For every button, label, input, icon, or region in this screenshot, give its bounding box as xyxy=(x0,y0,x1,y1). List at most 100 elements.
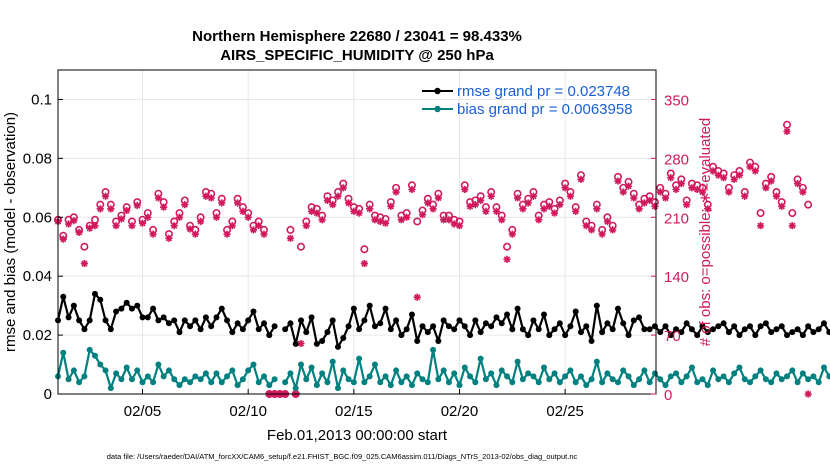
obs-evaluated-point xyxy=(471,201,479,209)
bias-point xyxy=(530,373,537,380)
obs-evaluated-point xyxy=(366,205,374,213)
obs-evaluated-point xyxy=(741,192,749,200)
bias-point xyxy=(408,382,415,389)
rmse-point xyxy=(620,320,627,327)
bias-point xyxy=(625,373,632,380)
obs-evaluated-point xyxy=(767,177,775,185)
legend: rmse grand pr = 0.023748 bias grand pr =… xyxy=(422,83,633,118)
obs-evaluated-point xyxy=(799,188,807,196)
y-left-tick-label: 0.04 xyxy=(23,268,52,285)
rmse-point xyxy=(662,323,669,330)
rmse-point xyxy=(604,320,611,327)
rmse-point xyxy=(593,302,600,309)
rmse-point xyxy=(192,317,199,324)
bias-point xyxy=(155,361,162,368)
obs-evaluated-point xyxy=(212,213,221,221)
obs-evaluated-point xyxy=(778,202,786,210)
obs-evaluated-point xyxy=(698,188,707,196)
bias-point xyxy=(583,382,590,389)
rmse-point xyxy=(334,343,341,350)
rmse-point xyxy=(440,317,447,324)
bias-point xyxy=(382,373,389,380)
rmse-point xyxy=(768,329,775,336)
obs-evaluated-point xyxy=(661,194,670,202)
rmse-point xyxy=(688,326,695,333)
obs-evaluated-point xyxy=(239,207,247,215)
bias-point xyxy=(377,379,384,386)
x-tick-label: 02/10 xyxy=(229,403,267,420)
obs-evaluated-point xyxy=(334,192,342,200)
obs-evaluated-point xyxy=(714,171,722,179)
bias-point xyxy=(752,373,759,380)
bias-point xyxy=(403,373,410,380)
obs-evaluated-point xyxy=(492,207,501,215)
obs-evaluated-point xyxy=(587,226,596,234)
bias-point xyxy=(350,379,357,386)
bias-point xyxy=(651,370,658,377)
rmse-point xyxy=(70,302,77,309)
rmse-point xyxy=(86,317,93,324)
bias-point xyxy=(662,382,669,389)
x-tick-label: 02/20 xyxy=(441,403,479,420)
rmse-point xyxy=(715,323,722,330)
bias-point xyxy=(488,370,495,377)
obs-evaluated-point xyxy=(218,199,226,207)
bias-point xyxy=(667,373,674,380)
rmse-point xyxy=(303,329,310,336)
obs-evaluated-point xyxy=(635,205,643,213)
rmse-point xyxy=(826,329,830,336)
rmse-point xyxy=(546,332,553,339)
bias-point xyxy=(123,364,130,371)
rmse-point xyxy=(202,314,209,321)
bias-point xyxy=(820,364,827,371)
rmse-point xyxy=(213,314,220,321)
bias-point xyxy=(757,367,764,374)
obs-evaluated-point xyxy=(323,196,332,205)
obs-evaluated-point xyxy=(255,222,263,230)
footnote: data file: /Users/raeder/DAI/ATM_forcXX/… xyxy=(107,452,578,461)
bias-point xyxy=(393,367,400,374)
obs-evaluated-point xyxy=(202,192,210,200)
rmse-point xyxy=(820,320,827,327)
rmse-point xyxy=(287,320,294,327)
obs-evaluated-point xyxy=(582,222,590,230)
bias-point xyxy=(419,376,426,383)
rmse-point xyxy=(118,305,125,312)
rmse-point xyxy=(762,320,769,327)
bias-point xyxy=(556,379,563,386)
obs-evaluated-point xyxy=(228,222,236,230)
obs-possible-point xyxy=(756,209,765,218)
obs-evaluated-point xyxy=(609,226,617,234)
obs-evaluated-point xyxy=(550,209,559,217)
obs-possible-point xyxy=(297,242,306,251)
rmse-point xyxy=(704,329,711,336)
bias-point xyxy=(747,379,754,386)
chart-subtitle: AIRS_SPECIFIC_HUMIDITY @ 250 hPa xyxy=(220,47,494,64)
bias-point xyxy=(762,376,769,383)
left-axis-ticks: 0 0.02 0.04 0.06 0.08 0.1 xyxy=(23,91,63,403)
obs-evaluated-point xyxy=(424,199,432,207)
bias-point xyxy=(440,367,447,374)
obs-evaluated-point xyxy=(450,220,458,228)
bias-point xyxy=(593,358,600,365)
rmse-point xyxy=(181,317,188,324)
obs-evaluated-point xyxy=(371,216,379,224)
bias-point xyxy=(239,376,246,383)
obs-possible-point xyxy=(80,242,89,251)
rmse-point xyxy=(430,323,437,330)
obs-evaluated-point xyxy=(508,230,516,238)
rmse-point xyxy=(329,317,336,324)
bias-point xyxy=(255,379,262,386)
obs-evaluated-point xyxy=(561,184,569,192)
obs-evaluated-point xyxy=(64,220,73,228)
bias-point xyxy=(509,379,516,386)
bias-point xyxy=(588,376,595,383)
rmse-point xyxy=(261,320,268,327)
y-right-tick-label: 70 xyxy=(664,328,681,345)
rmse-point xyxy=(144,314,151,321)
obs-evaluated-point xyxy=(376,217,384,226)
obs-evaluated-point xyxy=(461,185,469,194)
obs-evaluated-point xyxy=(59,235,67,243)
obs-evaluated-point xyxy=(360,259,368,268)
obs-evaluated-point xyxy=(160,203,168,211)
